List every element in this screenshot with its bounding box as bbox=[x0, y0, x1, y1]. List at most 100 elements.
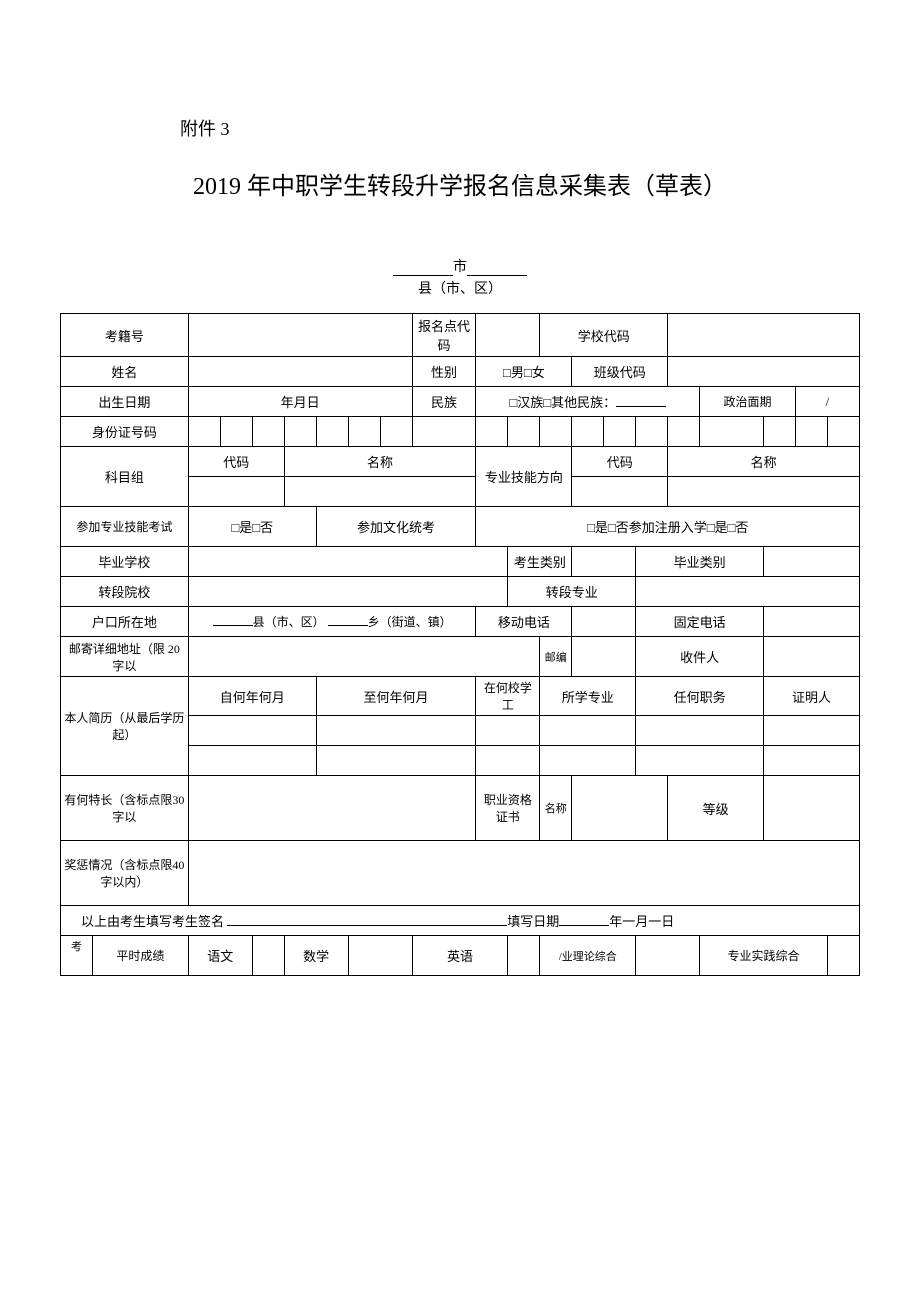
label-exam-char: 考 bbox=[61, 936, 93, 976]
id-digit-4[interactable] bbox=[284, 417, 316, 447]
resume-row1-witness[interactable] bbox=[764, 716, 860, 746]
id-digit-16[interactable] bbox=[700, 417, 764, 447]
id-digit-19[interactable] bbox=[827, 417, 859, 447]
field-transfer-major[interactable] bbox=[636, 577, 860, 607]
label-regular-score: 平时成绩 bbox=[92, 936, 188, 976]
resume-row2-position[interactable] bbox=[636, 746, 764, 776]
label-grad-school: 毕业学校 bbox=[61, 547, 189, 577]
field-transfer-school[interactable] bbox=[188, 577, 508, 607]
resume-row1-major[interactable] bbox=[540, 716, 636, 746]
field-register-enroll[interactable]: □是□否参加注册入学□是□否 bbox=[476, 507, 860, 547]
label-political: 政治面期 bbox=[700, 387, 796, 417]
field-take-skill-exam[interactable]: □是□否 bbox=[188, 507, 316, 547]
field-specialty[interactable] bbox=[188, 776, 476, 841]
field-candidate-type[interactable] bbox=[572, 547, 636, 577]
region-city-line: 市 bbox=[60, 256, 860, 276]
field-grad-school[interactable] bbox=[188, 547, 508, 577]
label-fixed-phone: 固定电话 bbox=[636, 607, 764, 637]
label-practice: 专业实践综合 bbox=[700, 936, 828, 976]
attachment-label: 附件 3 bbox=[180, 115, 860, 141]
field-theory[interactable] bbox=[636, 936, 700, 976]
field-practice[interactable] bbox=[827, 936, 859, 976]
id-digit-1[interactable] bbox=[188, 417, 220, 447]
id-digit-6[interactable] bbox=[348, 417, 380, 447]
id-digit-7[interactable] bbox=[380, 417, 412, 447]
field-cert-name[interactable] bbox=[572, 776, 668, 841]
id-digit-11[interactable] bbox=[540, 417, 572, 447]
label-grad-type: 毕业类别 bbox=[636, 547, 764, 577]
label-name-1: 名称 bbox=[284, 447, 476, 477]
label-mobile: 移动电话 bbox=[476, 607, 572, 637]
signature-row[interactable]: 以上由考生填写考生签名 填写日期年一月一日 bbox=[61, 906, 860, 936]
id-digit-8[interactable] bbox=[412, 417, 476, 447]
id-digit-12[interactable] bbox=[572, 417, 604, 447]
label-exam-id: 考籍号 bbox=[61, 314, 189, 357]
id-digit-14[interactable] bbox=[636, 417, 668, 447]
resume-row1-school[interactable] bbox=[476, 716, 540, 746]
field-subject-code[interactable] bbox=[188, 477, 284, 507]
label-take-skill-exam: 参加专业技能考试 bbox=[61, 507, 189, 547]
field-english[interactable] bbox=[508, 936, 540, 976]
field-reg-point-code[interactable] bbox=[476, 314, 540, 357]
resume-row1-position[interactable] bbox=[636, 716, 764, 746]
field-class-code[interactable] bbox=[668, 357, 860, 387]
field-fixed-phone[interactable] bbox=[764, 607, 860, 637]
label-code-1: 代码 bbox=[188, 447, 284, 477]
label-english: 英语 bbox=[412, 936, 508, 976]
field-recipient[interactable] bbox=[764, 637, 860, 677]
id-digit-9[interactable] bbox=[476, 417, 508, 447]
field-grad-type[interactable] bbox=[764, 547, 860, 577]
label-specialty: 有何特长（含标点限30 字以 bbox=[61, 776, 189, 841]
id-digit-18[interactable] bbox=[795, 417, 827, 447]
field-postcode[interactable] bbox=[572, 637, 636, 677]
id-digit-17[interactable] bbox=[764, 417, 796, 447]
id-digit-13[interactable] bbox=[604, 417, 636, 447]
label-math: 数学 bbox=[284, 936, 348, 976]
label-reg-point-code: 报名点代码 bbox=[412, 314, 476, 357]
resume-row2-witness[interactable] bbox=[764, 746, 860, 776]
id-digit-10[interactable] bbox=[508, 417, 540, 447]
field-skill-name[interactable] bbox=[668, 477, 860, 507]
label-awards: 奖惩情况（含标点限40 字以内） bbox=[61, 841, 189, 906]
id-digit-15[interactable] bbox=[668, 417, 700, 447]
field-school-code[interactable] bbox=[668, 314, 860, 357]
resume-row2-major[interactable] bbox=[540, 746, 636, 776]
label-mail-address: 邮寄详细地址（限 20 字以 bbox=[61, 637, 189, 677]
label-resume: 本人简历（从最后学历起） bbox=[61, 677, 189, 776]
id-digit-3[interactable] bbox=[252, 417, 284, 447]
label-chinese: 语文 bbox=[188, 936, 252, 976]
field-hukou[interactable]: 县（市、区） 乡（街道、镇） bbox=[188, 607, 476, 637]
field-mobile[interactable] bbox=[572, 607, 636, 637]
id-digit-5[interactable] bbox=[316, 417, 348, 447]
label-transfer-major: 转段专业 bbox=[508, 577, 636, 607]
field-cert-level[interactable] bbox=[764, 776, 860, 841]
field-awards[interactable] bbox=[188, 841, 859, 906]
id-digit-2[interactable] bbox=[220, 417, 252, 447]
resume-row1-from[interactable] bbox=[188, 716, 316, 746]
field-ethnicity[interactable]: □汉族□其他民族： bbox=[476, 387, 700, 417]
field-gender[interactable]: □男□女 bbox=[476, 357, 572, 387]
field-birth-date[interactable]: 年月日 bbox=[188, 387, 412, 417]
label-gender: 性别 bbox=[412, 357, 476, 387]
field-subject-name[interactable] bbox=[284, 477, 476, 507]
resume-row2-from[interactable] bbox=[188, 746, 316, 776]
resume-row2-school[interactable] bbox=[476, 746, 540, 776]
page-title: 2019 年中职学生转段升学报名信息采集表（草表） bbox=[60, 166, 860, 201]
label-major: 所学专业 bbox=[540, 677, 636, 716]
field-exam-id[interactable] bbox=[188, 314, 412, 357]
field-math[interactable] bbox=[348, 936, 412, 976]
label-school-work: 在何校学工 bbox=[476, 677, 540, 716]
field-skill-code[interactable] bbox=[572, 477, 668, 507]
resume-row2-to[interactable] bbox=[316, 746, 476, 776]
label-cert-level: 等级 bbox=[668, 776, 764, 841]
field-chinese[interactable] bbox=[252, 936, 284, 976]
resume-row1-to[interactable] bbox=[316, 716, 476, 746]
info-form-table: 考籍号 报名点代码 学校代码 姓名 性别 □男□女 班级代码 出生日期 年月日 … bbox=[60, 313, 860, 976]
label-cert: 职业资格证书 bbox=[476, 776, 540, 841]
field-name[interactable] bbox=[188, 357, 412, 387]
label-transfer-school: 转段院校 bbox=[61, 577, 189, 607]
field-political[interactable]: / bbox=[795, 387, 859, 417]
label-birth-date: 出生日期 bbox=[61, 387, 189, 417]
field-mail-address[interactable] bbox=[188, 637, 539, 677]
label-from-date: 自何年何月 bbox=[188, 677, 316, 716]
